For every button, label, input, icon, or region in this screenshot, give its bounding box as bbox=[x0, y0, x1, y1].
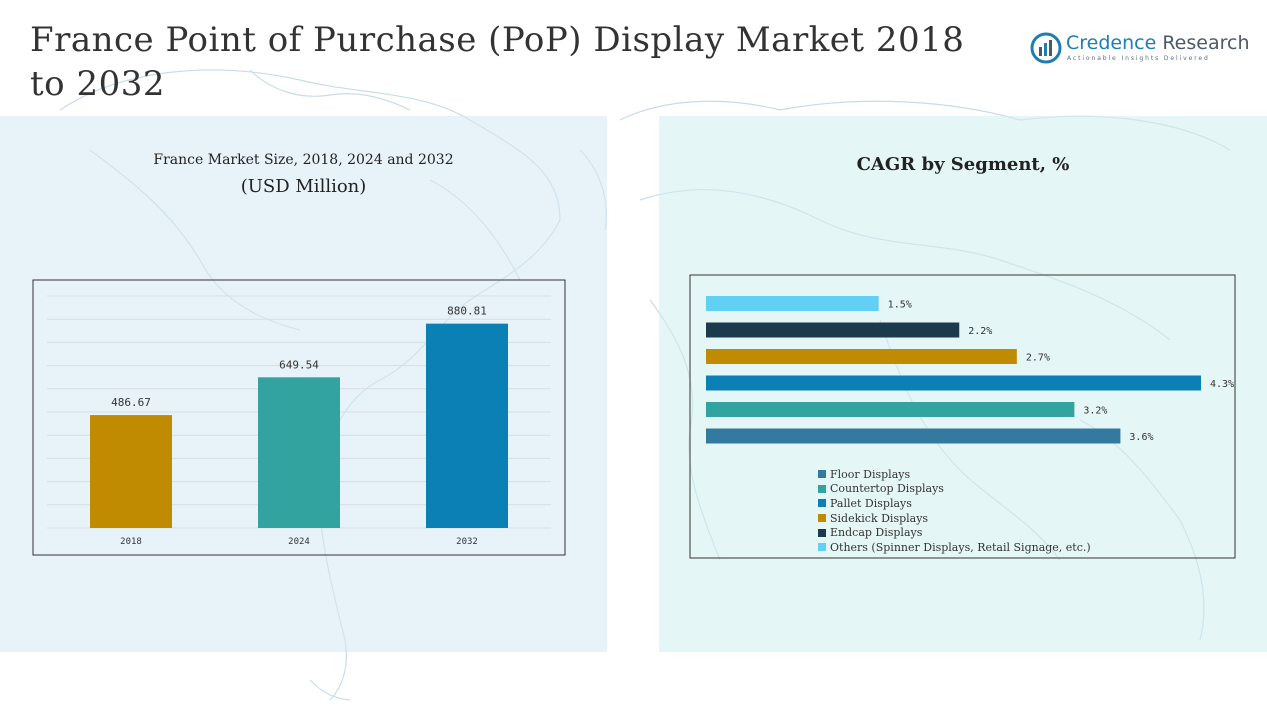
logo-name-part1: Credence bbox=[1066, 32, 1157, 54]
hbar-countertop-displays bbox=[706, 402, 1075, 417]
legend-swatch bbox=[818, 484, 826, 493]
legend-swatch bbox=[818, 528, 826, 537]
legend-item-endcap-displays: Endcap Displays bbox=[818, 525, 1091, 540]
legend-item-floor-displays: Floor Displays bbox=[818, 467, 1091, 482]
hbar-sidekick-displays bbox=[706, 349, 1017, 364]
logo-name-part2: Research bbox=[1162, 32, 1250, 54]
cagr-chart-title: CAGR by Segment, % bbox=[856, 154, 1070, 175]
legend-swatch bbox=[818, 543, 826, 552]
hbar-value-label-others-spinner-displays-retail-signage-etc: 1.5% bbox=[888, 300, 912, 311]
legend-swatch bbox=[818, 514, 826, 523]
x-tick-label-2018: 2018 bbox=[120, 537, 142, 547]
hbar-value-label-pallet-displays: 4.3% bbox=[1210, 379, 1234, 390]
legend-swatch bbox=[818, 499, 826, 508]
legend-item-sidekick-displays: Sidekick Displays bbox=[818, 511, 1091, 526]
bar-2032 bbox=[426, 323, 508, 528]
market-size-chart-frame bbox=[32, 279, 566, 556]
hbar-value-label-sidekick-displays: 2.7% bbox=[1026, 353, 1050, 364]
market-size-unit-label: (USD Million) bbox=[240, 176, 367, 197]
x-tick-label-2024: 2024 bbox=[288, 537, 310, 547]
logo-name: Credence Research bbox=[1066, 32, 1249, 54]
logo-tagline: Actionable Insights Delivered bbox=[1067, 55, 1210, 62]
bar-value-label-2018: 486.67 bbox=[111, 396, 151, 409]
hbar-value-label-floor-displays: 3.6% bbox=[1129, 432, 1153, 443]
hbar-value-label-endcap-displays: 2.2% bbox=[968, 326, 992, 337]
hbar-pallet-displays bbox=[706, 375, 1201, 391]
hbar-endcap-displays bbox=[706, 322, 960, 338]
market-size-chart-title: France Market Size, 2018, 2024 and 2032 bbox=[153, 152, 454, 168]
legend-swatch bbox=[818, 470, 826, 479]
legend-label: Sidekick Displays bbox=[830, 511, 929, 525]
bar-value-label-2024: 649.54 bbox=[279, 358, 319, 371]
legend-label: Pallet Displays bbox=[830, 496, 912, 510]
hbar-others-spinner-displays-retail-signage-etc bbox=[706, 296, 879, 311]
hbar-value-label-countertop-displays: 3.2% bbox=[1083, 406, 1107, 417]
bar-value-label-2032: 880.81 bbox=[447, 305, 487, 318]
legend-item-others-spinner-displays-retail-signage-etc: Others (Spinner Displays, Retail Signage… bbox=[818, 540, 1091, 555]
legend-item-countertop-displays: Countertop Displays bbox=[818, 482, 1091, 497]
legend-item-pallet-displays: Pallet Displays bbox=[818, 496, 1091, 511]
bar-2024 bbox=[258, 377, 340, 528]
cagr-chart-frame bbox=[689, 274, 1236, 559]
x-tick-label-2032: 2032 bbox=[456, 537, 478, 547]
legend-label: Floor Displays bbox=[830, 467, 911, 481]
legend-label: Endcap Displays bbox=[830, 526, 923, 540]
hbar-floor-displays bbox=[706, 428, 1121, 444]
bar-2018 bbox=[90, 415, 172, 528]
credence-research-logo: Credence Research Actionable Insights De… bbox=[1030, 30, 1249, 70]
cagr-legend: Floor Displays Countertop Displays Pallet … bbox=[818, 467, 1091, 555]
page-title: France Point of Purchase (PoP) Display M… bbox=[30, 20, 965, 104]
logo-mark-icon bbox=[1030, 32, 1062, 64]
legend-label: Others (Spinner Displays, Retail Signage… bbox=[830, 540, 1091, 554]
legend-label: Countertop Displays bbox=[830, 482, 944, 496]
